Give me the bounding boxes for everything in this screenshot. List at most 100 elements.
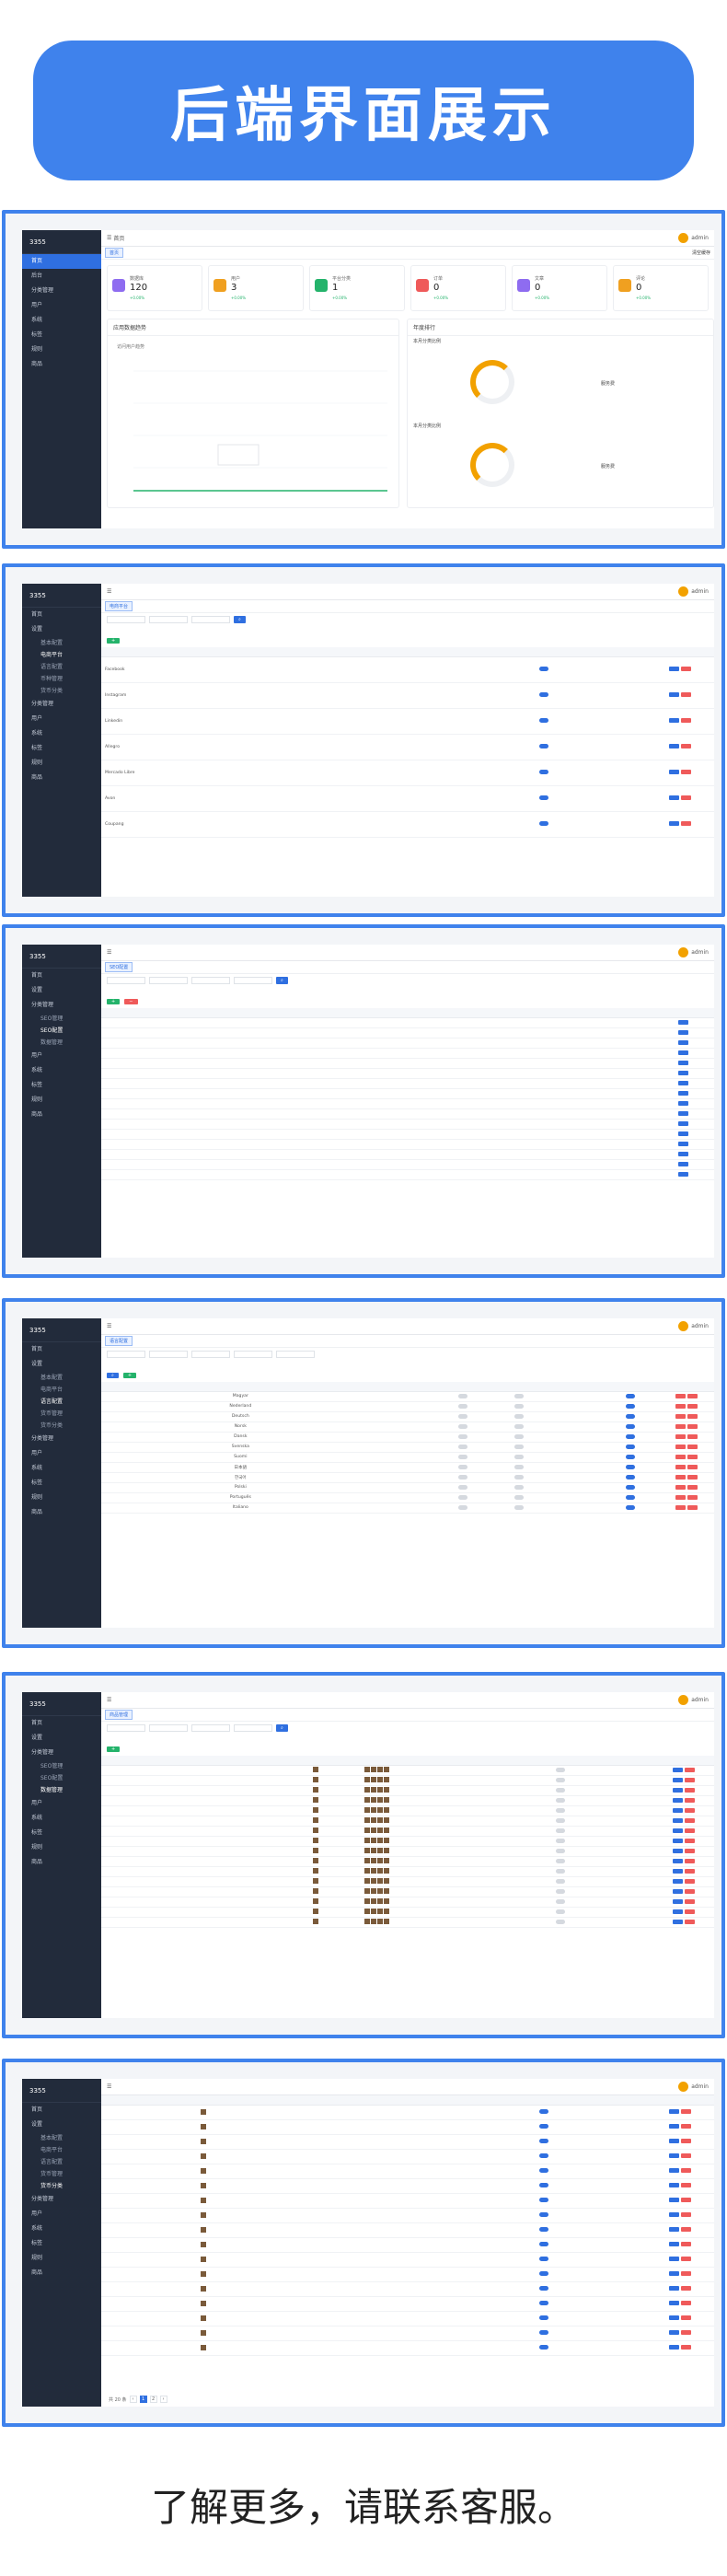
delete-button[interactable] bbox=[684, 1838, 695, 1843]
menu-icon[interactable]: ☰ bbox=[107, 2083, 112, 2090]
toggle[interactable] bbox=[556, 1817, 566, 1823]
edit-button[interactable] bbox=[672, 1767, 683, 1772]
edit-button[interactable] bbox=[678, 1100, 689, 1106]
toggle[interactable] bbox=[539, 692, 548, 697]
edit-button[interactable] bbox=[669, 2212, 679, 2217]
toggle[interactable] bbox=[458, 1464, 468, 1469]
toggle[interactable] bbox=[556, 1797, 566, 1803]
sidebar-item[interactable]: 用户 bbox=[31, 302, 43, 308]
edit-button[interactable] bbox=[672, 1919, 683, 1924]
delete-button[interactable] bbox=[681, 2301, 691, 2305]
toggle[interactable] bbox=[556, 1767, 566, 1772]
toggle[interactable] bbox=[539, 2286, 548, 2291]
avatar[interactable] bbox=[678, 2082, 689, 2092]
filter-input[interactable] bbox=[149, 977, 188, 984]
sidebar-item[interactable]: 数据管理 bbox=[40, 1039, 63, 1046]
sidebar-item[interactable]: 首页 bbox=[22, 254, 101, 269]
toggle[interactable] bbox=[514, 1474, 524, 1479]
prev-page-button[interactable]: ‹ bbox=[129, 2396, 137, 2403]
sidebar-item[interactable]: 电商平台 bbox=[40, 1387, 63, 1393]
toggle[interactable] bbox=[458, 1444, 468, 1449]
sidebar-item[interactable]: 币种管理 bbox=[40, 676, 63, 682]
filter-input[interactable] bbox=[276, 1351, 315, 1358]
sidebar-item[interactable]: 用户 bbox=[31, 1052, 43, 1059]
delete-button[interactable] bbox=[687, 1393, 698, 1398]
edit-button[interactable] bbox=[669, 795, 679, 800]
delete-button[interactable] bbox=[684, 1858, 695, 1863]
edit-button[interactable] bbox=[672, 1868, 683, 1874]
edit-button[interactable] bbox=[678, 1151, 689, 1156]
toggle[interactable] bbox=[539, 2139, 548, 2143]
edit-button[interactable] bbox=[678, 1090, 689, 1096]
edit-button[interactable] bbox=[669, 692, 679, 697]
toggle[interactable] bbox=[539, 770, 548, 774]
delete-button[interactable] bbox=[684, 1767, 695, 1772]
delete-button[interactable] bbox=[681, 2183, 691, 2187]
toggle[interactable] bbox=[458, 1433, 468, 1439]
sidebar-item[interactable]: 语言配置 bbox=[40, 664, 63, 670]
user-name[interactable]: admin bbox=[691, 949, 709, 956]
toggle[interactable] bbox=[458, 1393, 468, 1398]
edit-button[interactable] bbox=[672, 1848, 683, 1853]
edit-button[interactable] bbox=[678, 1080, 689, 1085]
edit-button[interactable] bbox=[669, 2242, 679, 2246]
delete-button[interactable] bbox=[684, 1777, 695, 1782]
delete-button[interactable] bbox=[687, 1403, 698, 1409]
search-button[interactable]: ⌕ bbox=[276, 977, 288, 984]
sidebar-item[interactable]: SEO配置 bbox=[40, 1027, 63, 1034]
sidebar-item[interactable]: 首页 bbox=[31, 1346, 43, 1352]
add-button[interactable]: + bbox=[107, 999, 121, 1004]
clear-cache-button[interactable]: 清空缓存 bbox=[691, 250, 710, 256]
delete-button[interactable]: − bbox=[124, 999, 138, 1004]
toggle[interactable] bbox=[626, 1433, 636, 1439]
sidebar-item[interactable]: 商品 bbox=[31, 1509, 43, 1515]
delete-button[interactable] bbox=[681, 2153, 691, 2158]
delete-button[interactable] bbox=[681, 2109, 691, 2114]
toggle[interactable] bbox=[626, 1474, 636, 1479]
delete-button[interactable] bbox=[687, 1413, 698, 1419]
edit-button[interactable] bbox=[669, 2286, 679, 2291]
add-button[interactable]: + bbox=[122, 1373, 137, 1378]
edit-button[interactable] bbox=[678, 1039, 689, 1045]
edit-button[interactable] bbox=[678, 1161, 689, 1166]
edit-button[interactable] bbox=[672, 1909, 683, 1914]
filter-input[interactable] bbox=[234, 1351, 272, 1358]
delete-button[interactable] bbox=[687, 1433, 698, 1439]
toggle[interactable] bbox=[626, 1494, 636, 1500]
toggle[interactable] bbox=[539, 2109, 548, 2114]
sidebar-item[interactable]: 标签 bbox=[31, 2240, 43, 2246]
delete-button[interactable] bbox=[681, 795, 691, 800]
page-1-button[interactable]: 1 bbox=[139, 2396, 147, 2403]
sidebar-item[interactable]: 用户 bbox=[31, 2210, 43, 2217]
toggle[interactable] bbox=[514, 1403, 524, 1409]
user-name[interactable]: admin bbox=[691, 588, 709, 595]
avatar[interactable] bbox=[678, 586, 689, 597]
toggle[interactable] bbox=[539, 2168, 548, 2173]
toggle[interactable] bbox=[539, 2271, 548, 2276]
edit-button[interactable] bbox=[678, 1141, 689, 1146]
sidebar-item[interactable]: 商品 bbox=[31, 2269, 43, 2276]
search-button[interactable]: ⌕ bbox=[276, 1724, 288, 1732]
tab-platforms[interactable]: 电商平台 bbox=[105, 601, 133, 611]
toggle[interactable] bbox=[458, 1454, 468, 1459]
filter-input[interactable] bbox=[191, 616, 230, 623]
delete-button[interactable] bbox=[681, 718, 691, 723]
sidebar-item[interactable]: 基本配置 bbox=[40, 2135, 63, 2141]
delete-button[interactable] bbox=[675, 1444, 686, 1449]
toggle[interactable] bbox=[556, 1909, 566, 1914]
avatar[interactable] bbox=[678, 1695, 689, 1705]
toggle[interactable] bbox=[556, 1898, 566, 1904]
filter-input[interactable] bbox=[107, 1724, 145, 1732]
edit-button[interactable] bbox=[669, 770, 679, 774]
sidebar-item[interactable]: 系统 bbox=[31, 730, 43, 737]
delete-button[interactable] bbox=[687, 1504, 698, 1510]
toggle[interactable] bbox=[556, 1807, 566, 1813]
edit-button[interactable] bbox=[672, 1777, 683, 1782]
edit-button[interactable] bbox=[672, 1878, 683, 1884]
toggle[interactable] bbox=[539, 2153, 548, 2158]
sidebar-item[interactable]: SEO配置 bbox=[40, 1775, 63, 1781]
menu-icon[interactable]: ☰ bbox=[107, 1697, 112, 1703]
page-2-button[interactable]: 2 bbox=[149, 2396, 157, 2403]
toggle[interactable] bbox=[539, 667, 548, 671]
edit-button[interactable] bbox=[669, 2315, 679, 2320]
